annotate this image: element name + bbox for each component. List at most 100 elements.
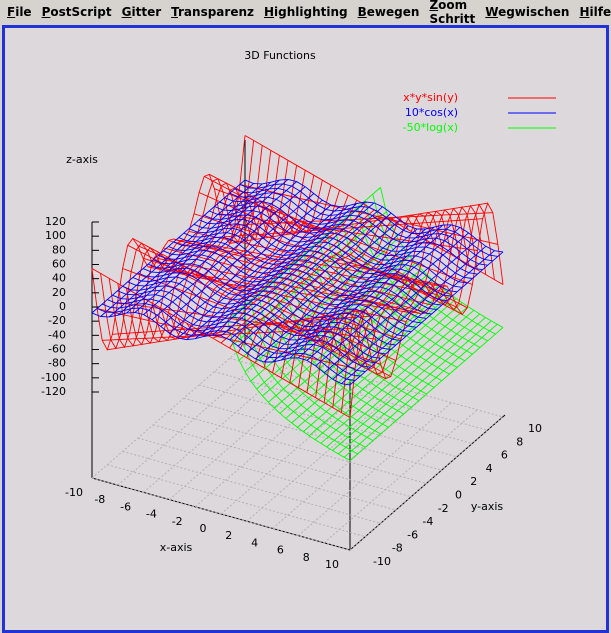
surface-line [224,196,483,271]
grid-line [198,384,458,458]
surface-line [219,201,478,275]
x-tick-label: -6 [120,500,131,513]
y-tick-label: -2 [438,502,449,515]
surface-line [168,245,427,319]
x-tick-label: -2 [172,515,183,528]
surface-line [132,276,391,350]
z-tick-label: -20 [48,314,66,327]
surface-line [234,187,493,262]
menu-item[interactable]: Highlighting [264,5,348,19]
legend-label: 10*cos(x) [405,106,458,119]
y-tick-label: 10 [528,422,542,435]
surface-line [229,192,488,266]
grid-line [117,351,272,486]
y-axis-label: y-axis [471,500,504,513]
box-edge [349,414,506,551]
surface-line [117,289,376,364]
y-tick-label: -8 [392,542,403,555]
y-tick-label: 0 [455,489,462,502]
surface-line [122,285,381,359]
z-tick-label: 100 [45,229,66,242]
menu-item[interactable]: Gitter [121,5,162,19]
menu-item[interactable]: Bewegen [357,5,420,19]
plot-title: 3D Functions [244,49,316,62]
y-tick-label: -10 [373,555,391,568]
surface-line [209,210,468,284]
z-tick-label: -80 [48,357,66,370]
legend-label: -50*log(x) [403,121,458,134]
surface-line [193,223,453,297]
y-tick-label: 4 [486,462,493,475]
surface-line [158,254,417,328]
surface-line [153,258,412,333]
surface-line [227,320,351,461]
x-tick-label: 0 [200,522,207,535]
grid-line [214,371,473,445]
surface-line [188,227,447,302]
y-tick-label: -6 [407,528,418,541]
z-tick-label: -100 [41,371,66,384]
x-tick-label: -4 [146,508,157,521]
legend-label: x*y*sin(y) [403,91,458,104]
surface-line [137,272,396,346]
grid-line [349,416,504,551]
surface-line [107,298,366,373]
surface-line [204,214,463,288]
z-tick-label: 40 [52,272,66,285]
y-tick-label: 6 [501,449,508,462]
plot-area [91,135,504,551]
menu-item[interactable]: File [7,5,32,19]
z-tick-label: -40 [48,328,66,341]
z-tick-label: 120 [45,215,66,228]
x-tick-label: 4 [251,536,258,549]
menu-item[interactable]: PostScript [41,5,112,19]
y-tick-label: 2 [470,475,477,488]
grid-line [137,437,397,511]
x-tick-label: 2 [225,529,232,542]
z-tick-label: 80 [52,243,66,256]
x-tick-label: 6 [277,544,284,557]
x-tick-label: -10 [65,486,83,499]
surface-line [127,280,386,355]
x-tick-label: 10 [325,558,339,571]
surface-line [142,267,402,342]
surface-line [178,236,437,311]
menu-item[interactable]: Wegwischen [485,5,570,19]
surface-line [147,263,407,337]
x-tick-label: 8 [303,551,310,564]
surface-line [112,294,371,368]
y-tick-label: 8 [516,435,523,448]
surface-line [214,205,473,279]
y-tick-label: -4 [422,515,433,528]
z-axis-label: z-axis [66,153,98,166]
surface-line [91,311,351,386]
surface-line [239,183,498,257]
surface-line [242,306,366,448]
grid-line [91,477,351,551]
surface-line [198,218,458,293]
menu-item[interactable]: Zoom Schritt [429,0,476,26]
surface-line [96,307,356,381]
surface-line [244,178,504,253]
grid-line [153,424,412,498]
x-tick-label: -8 [94,493,105,506]
grid-line [244,344,504,418]
surface-line [163,249,422,324]
surface-line [91,268,351,418]
grid-line [107,464,366,538]
z-tick-label: -60 [48,343,66,356]
z-tick-label: 60 [52,258,66,271]
grid-line [168,411,427,484]
grid-line [298,402,452,536]
surface-line [173,241,432,315]
menu-item[interactable]: Hilfe [579,5,611,19]
grid-line [229,357,488,431]
z-tick-label: 0 [59,300,66,313]
surface-line [183,232,442,306]
z-tick-label: -120 [41,385,66,398]
z-tick-label: 20 [52,286,66,299]
grid-line [183,397,442,471]
menu-item[interactable]: Transparenz [171,5,254,19]
